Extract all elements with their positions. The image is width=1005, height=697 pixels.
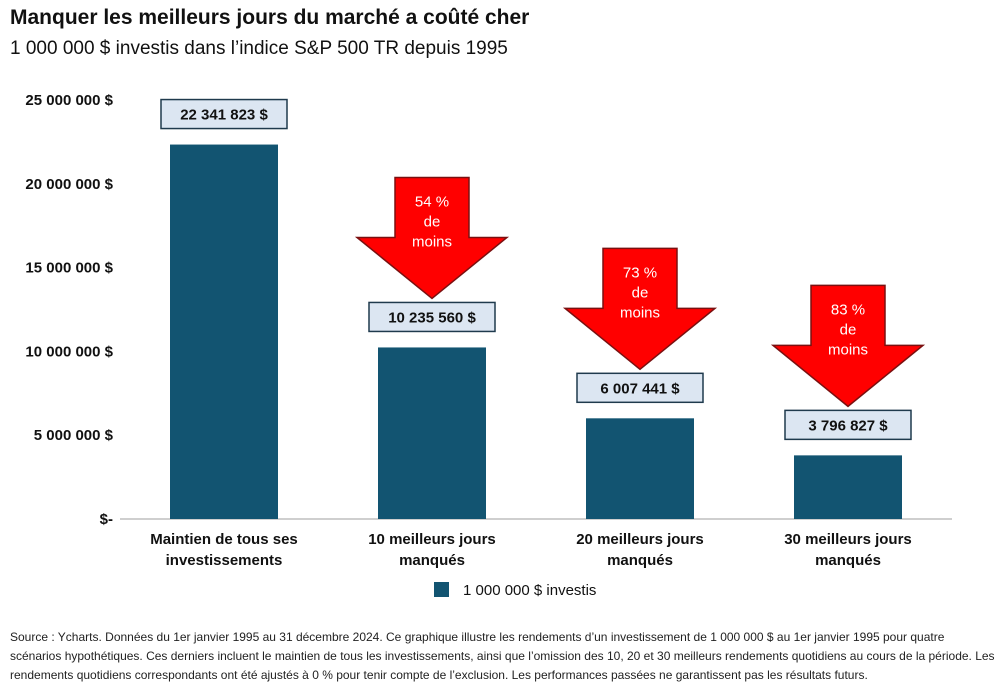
chart-title: Manquer les meilleurs jours du marché a … (10, 6, 530, 29)
decline-arrow-label: de (424, 213, 441, 230)
bar-3 (586, 418, 694, 519)
source-footnote: Source : Ycharts. Données du 1er janvier… (10, 630, 995, 682)
bar-chart: $- 5 000 000 $ 10 000 000 $ 15 000 000 $ 20 … (25, 92, 952, 599)
chart-subtitle: 1 000 000 $ investis dans l’indice S&P 5… (10, 38, 508, 59)
data-label-3: 6 007 441 $ (600, 380, 680, 397)
data-label-2: 10 235 560 $ (388, 309, 476, 326)
data-label-4: 3 796 827 $ (808, 417, 888, 434)
y-tick-label: 5 000 000 $ (34, 427, 114, 444)
decline-arrow (770, 284, 926, 408)
category-label: Maintien de tous ses (150, 531, 298, 548)
data-label-box-3 (576, 372, 704, 404)
bar-1 (170, 144, 278, 520)
category-label: manqués (399, 552, 465, 569)
category-label: 30 meilleurs jours (784, 531, 912, 548)
bar-2 (378, 347, 486, 519)
category-label: manqués (607, 552, 673, 569)
data-label-box-2 (368, 301, 496, 333)
decline-arrow-label: moins (620, 304, 660, 321)
category-label: manqués (815, 552, 881, 569)
data-label-box-4 (784, 409, 912, 441)
y-tick-label: 25 000 000 $ (25, 92, 113, 109)
data-label-1: 22 341 823 $ (180, 107, 268, 124)
decline-arrow-label: de (840, 321, 857, 338)
y-tick-label: $- (100, 511, 113, 528)
legend-label: 1 000 000 $ investis (463, 582, 596, 599)
decline-arrow-label: moins (828, 341, 868, 358)
data-label-box-1 (160, 98, 288, 130)
category-label: 10 meilleurs jours (368, 531, 496, 548)
y-tick-label: 15 000 000 $ (25, 260, 113, 277)
y-tick-label: 20 000 000 $ (25, 176, 113, 193)
decline-arrow-label: 73 % (623, 264, 657, 281)
legend-swatch (434, 582, 449, 597)
decline-arrow-label: 54 % (415, 193, 449, 210)
decline-arrow (562, 247, 718, 371)
decline-arrow-label: de (632, 284, 649, 301)
y-tick-label: 10 000 000 $ (25, 343, 113, 360)
decline-arrow-label: moins (412, 233, 452, 250)
bar-4 (794, 455, 902, 519)
category-label: 20 meilleurs jours (576, 531, 704, 548)
decline-arrow (354, 176, 510, 300)
decline-arrow-label: 83 % (831, 301, 865, 318)
category-label: investissements (166, 552, 283, 569)
